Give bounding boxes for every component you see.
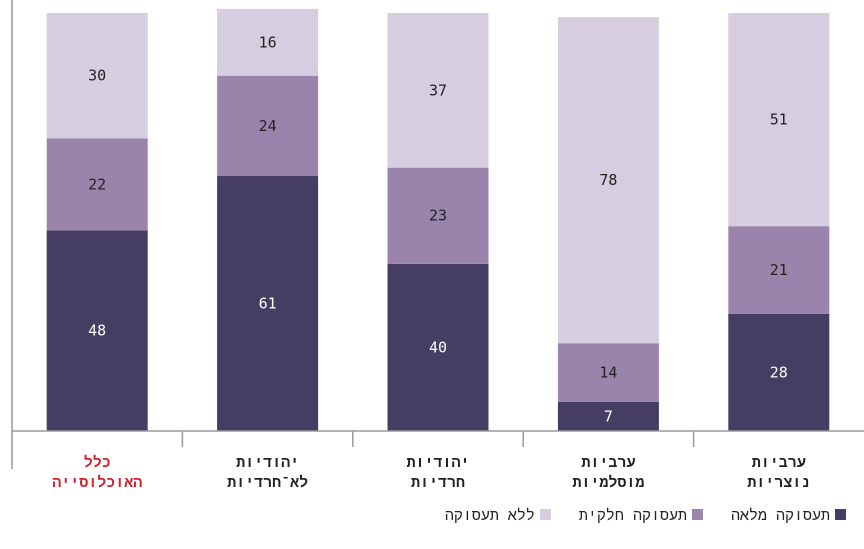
data-label: 51	[770, 111, 788, 129]
bar-segment	[728, 13, 830, 227]
bar-segment	[46, 230, 148, 431]
data-label: 61	[259, 295, 277, 313]
bar-segment	[387, 263, 489, 431]
data-label: 7	[604, 407, 613, 425]
category-label: כלל	[84, 453, 111, 471]
category-label: יהודיות	[236, 453, 299, 471]
category-labels: ערביות נוצריות ערביות מוסלמיות יהודיות חרדיות…	[52, 453, 810, 491]
bars-group: 28 21 51 7 14 78 40 23 37 61 24 16 48 22 30	[46, 8, 830, 431]
bar-segment	[217, 75, 319, 177]
data-label: 22	[88, 175, 106, 193]
data-label: 37	[429, 81, 447, 99]
bar-segment	[557, 343, 659, 402]
data-label: 14	[599, 363, 617, 381]
legend-label: תעסוקה חלקית	[579, 506, 687, 524]
category-label: ערביות	[752, 453, 806, 471]
legend-swatch	[691, 509, 703, 520]
category-label: האוכלוסייה	[52, 473, 142, 491]
data-label: 48	[88, 322, 106, 340]
bar-segment	[387, 13, 489, 168]
legend-label: תעסוקה מלאה	[731, 506, 830, 524]
category-label: נוצריות	[747, 473, 810, 491]
bar-segment	[387, 167, 489, 264]
bar-segment	[557, 401, 659, 431]
bar-segment	[728, 313, 830, 431]
bar-segment	[46, 138, 148, 231]
legend-label: ללא תעסוקה	[445, 506, 535, 524]
data-label: 40	[429, 338, 447, 356]
legend: תעסוקה מלאה תעסוקה חלקית ללא תעסוקה	[445, 506, 846, 524]
data-label: 23	[429, 207, 447, 225]
data-label: 16	[259, 33, 277, 51]
legend-swatch	[539, 509, 551, 520]
data-label: 28	[770, 363, 788, 381]
data-label: 21	[770, 261, 788, 279]
bar-segment	[217, 176, 319, 431]
data-label: 78	[599, 171, 617, 189]
bar-segment	[217, 8, 319, 76]
axes-group	[11, 0, 864, 469]
category-label: לא־חרדיות	[227, 473, 308, 491]
legend-swatch	[835, 509, 846, 520]
bar-segment	[728, 226, 830, 314]
data-label: 30	[88, 67, 106, 85]
bar-segment	[557, 17, 659, 344]
data-label: 24	[259, 117, 277, 135]
category-label: מוסלמיות	[572, 473, 644, 491]
category-label: ערביות	[581, 453, 635, 471]
category-label: חרדיות	[411, 473, 465, 491]
bar-segment	[46, 13, 148, 139]
category-label: יהודיות	[406, 453, 469, 471]
